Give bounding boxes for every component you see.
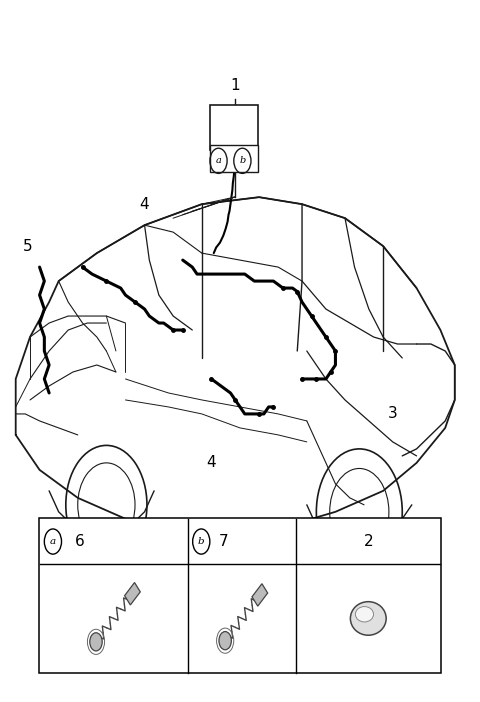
FancyBboxPatch shape <box>210 105 258 150</box>
FancyBboxPatch shape <box>39 518 441 673</box>
Text: 3: 3 <box>388 406 397 421</box>
Circle shape <box>219 632 231 650</box>
Text: 4: 4 <box>206 456 216 470</box>
Text: 6: 6 <box>75 534 85 549</box>
Text: 4: 4 <box>140 197 149 212</box>
Text: 7: 7 <box>219 534 228 549</box>
Ellipse shape <box>355 607 373 622</box>
Text: b: b <box>239 157 245 165</box>
Circle shape <box>90 633 102 651</box>
Text: 5: 5 <box>23 239 33 253</box>
Text: b: b <box>198 537 204 546</box>
Polygon shape <box>125 583 140 605</box>
Text: 1: 1 <box>230 78 240 93</box>
Text: a: a <box>50 537 56 546</box>
Polygon shape <box>252 583 268 606</box>
Text: 2: 2 <box>363 534 373 549</box>
FancyBboxPatch shape <box>210 145 258 172</box>
Text: a: a <box>216 157 221 165</box>
Ellipse shape <box>350 602 386 635</box>
